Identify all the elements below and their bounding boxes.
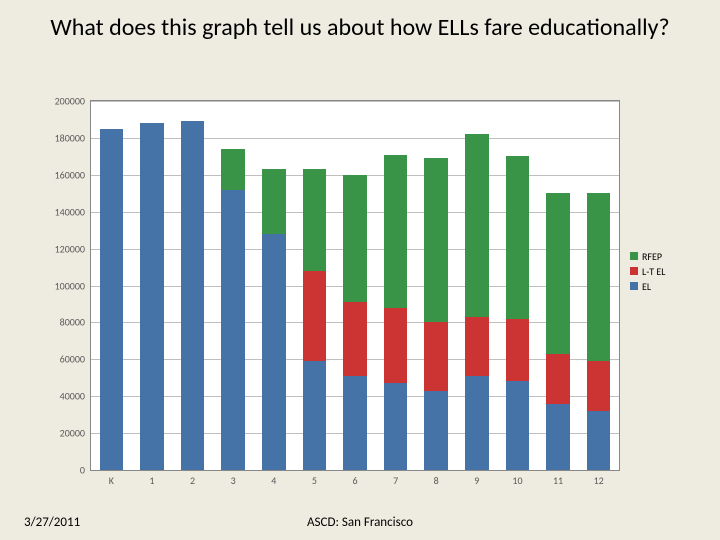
bar-slot: [424, 101, 448, 470]
footer-center: ASCD: San Francisco: [0, 515, 720, 530]
seg-rfep: [587, 193, 611, 361]
legend-swatch: [630, 252, 638, 260]
seg-el: [506, 381, 530, 470]
x-tick-label: 5: [312, 474, 317, 487]
y-tick-label: 0: [80, 464, 85, 477]
seg-el: [343, 376, 367, 470]
seg-ltel: [424, 322, 448, 390]
seg-el: [181, 121, 205, 470]
y-tick-label: 100000: [55, 279, 85, 292]
y-tick-label: 200000: [55, 95, 85, 108]
seg-ltel: [465, 317, 489, 376]
seg-el: [546, 404, 570, 470]
plot-area: 0200004000060000800001000001200001400001…: [90, 100, 620, 471]
x-tick-label: 6: [352, 474, 357, 487]
seg-ltel: [506, 319, 530, 382]
bar-slot: [262, 101, 286, 470]
y-tick-label: 180000: [55, 131, 85, 144]
x-tick-label: 3: [231, 474, 236, 487]
bar-slot: [506, 101, 530, 470]
seg-rfep: [465, 134, 489, 317]
legend-label: L-T EL: [642, 265, 666, 278]
x-tick-label: 11: [553, 474, 563, 487]
y-tick-label: 20000: [60, 427, 85, 440]
seg-ltel: [343, 302, 367, 376]
seg-rfep: [384, 155, 408, 308]
seg-ltel: [384, 308, 408, 384]
seg-rfep: [221, 149, 245, 190]
seg-el: [100, 129, 124, 470]
y-tick-label: 160000: [55, 168, 85, 181]
bar-slot: [384, 101, 408, 470]
seg-ltel: [303, 271, 327, 361]
bar-slot: [343, 101, 367, 470]
x-tick-label: 8: [434, 474, 439, 487]
bar-slot: [587, 101, 611, 470]
legend-item: EL: [630, 280, 666, 293]
bar-slot: [303, 101, 327, 470]
seg-rfep: [262, 169, 286, 234]
seg-ltel: [587, 361, 611, 411]
bar-slot: [221, 101, 245, 470]
seg-rfep: [303, 169, 327, 270]
seg-el: [262, 234, 286, 470]
legend: RFEP L-T EL EL: [630, 248, 666, 295]
x-tick-label: 10: [512, 474, 522, 487]
y-tick-label: 80000: [60, 316, 85, 329]
seg-el: [221, 190, 245, 470]
seg-el: [465, 376, 489, 470]
bar-slot: [546, 101, 570, 470]
seg-rfep: [424, 158, 448, 322]
seg-rfep: [343, 175, 367, 302]
bar-slot: [140, 101, 164, 470]
y-tick-label: 120000: [55, 242, 85, 255]
seg-rfep: [506, 156, 530, 318]
seg-ltel: [546, 354, 570, 404]
y-tick-label: 60000: [60, 353, 85, 366]
y-tick-label: 40000: [60, 390, 85, 403]
legend-item: L-T EL: [630, 265, 666, 278]
legend-item: RFEP: [630, 250, 666, 263]
slide-title: What does this graph tell us about how E…: [50, 14, 670, 42]
legend-swatch: [630, 267, 638, 275]
x-tick-label: 2: [190, 474, 195, 487]
seg-el: [140, 123, 164, 470]
y-tick-label: 140000: [55, 205, 85, 218]
legend-label: RFEP: [642, 250, 662, 263]
x-tick-label: 7: [393, 474, 398, 487]
x-tick-label: 12: [594, 474, 604, 487]
bar-slot: [100, 101, 124, 470]
seg-el: [424, 391, 448, 470]
legend-swatch: [630, 282, 638, 290]
x-tick-label: K: [109, 474, 114, 487]
bar-slot: [181, 101, 205, 470]
x-tick-label: 9: [474, 474, 479, 487]
legend-label: EL: [642, 280, 651, 293]
stacked-bar-chart: 0 20000 40000 60000 80000 100000 120000 140000 1…: [40, 96, 680, 491]
x-tick-label: 1: [149, 474, 154, 487]
seg-el: [303, 361, 327, 470]
seg-el: [587, 411, 611, 470]
x-tick-label: 4: [271, 474, 276, 487]
seg-rfep: [546, 193, 570, 354]
bar-slot: [465, 101, 489, 470]
seg-el: [384, 383, 408, 470]
